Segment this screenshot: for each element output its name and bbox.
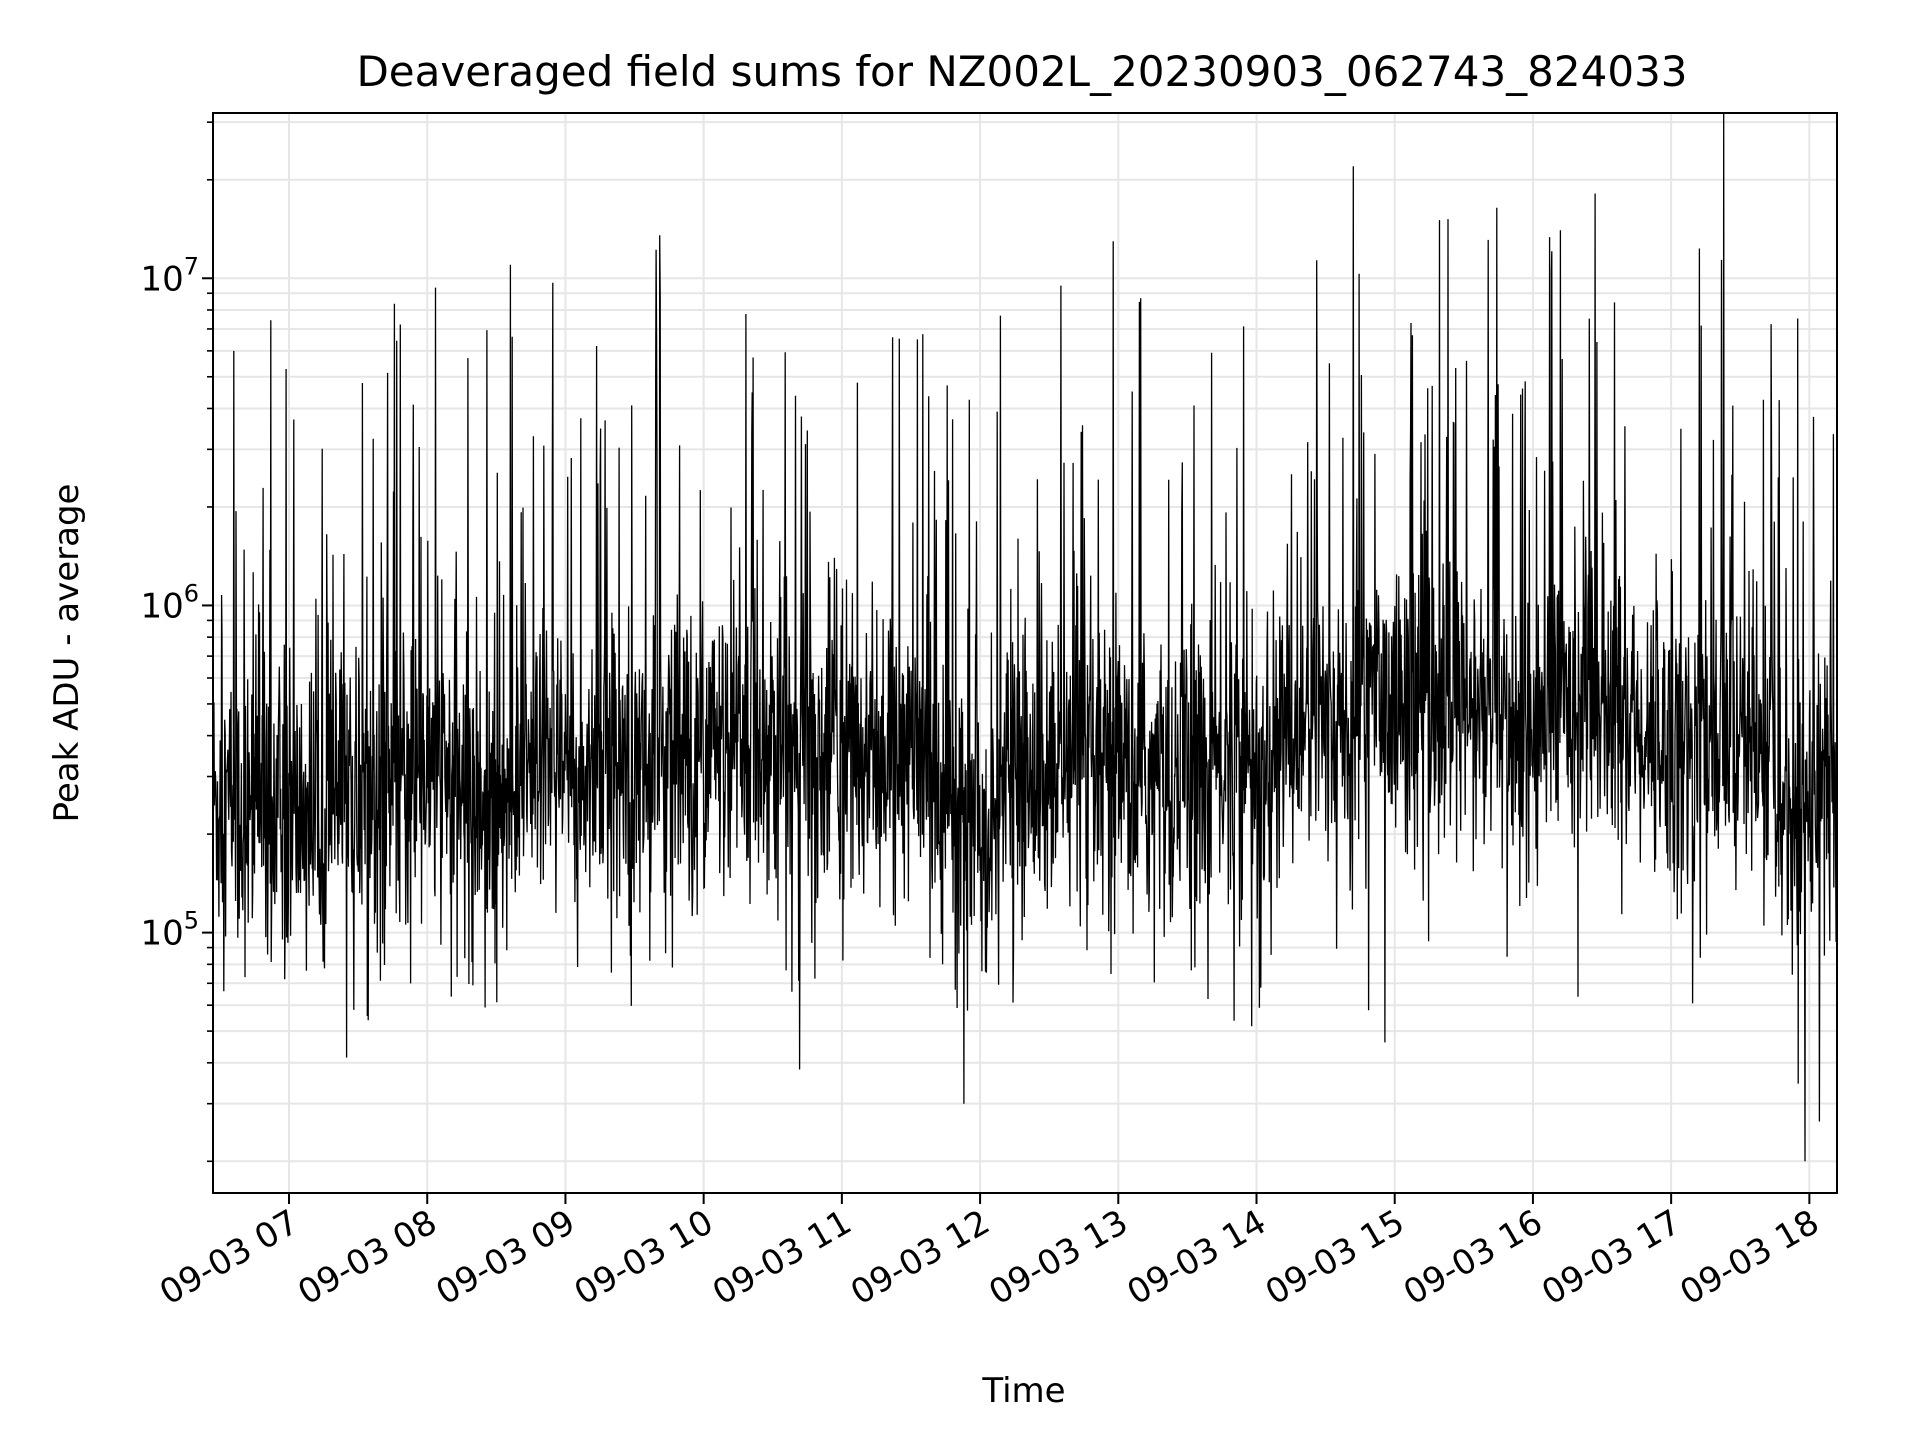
y-tick-label: 105 bbox=[140, 907, 199, 954]
y-tick-label: 106 bbox=[140, 579, 199, 626]
x-axis-label: Time bbox=[981, 1371, 1065, 1411]
y-axis: 105 106 107 bbox=[140, 121, 213, 1163]
series-layer bbox=[212, 112, 1838, 1162]
y-tick-label: 107 bbox=[140, 252, 199, 299]
plot-frame bbox=[212, 112, 1838, 1194]
y-axis-label: Peak ADU - average bbox=[47, 484, 87, 823]
chart-title: Deaveraged field sums for NZ002L_2023090… bbox=[356, 47, 1687, 96]
series-line bbox=[212, 112, 1838, 1162]
